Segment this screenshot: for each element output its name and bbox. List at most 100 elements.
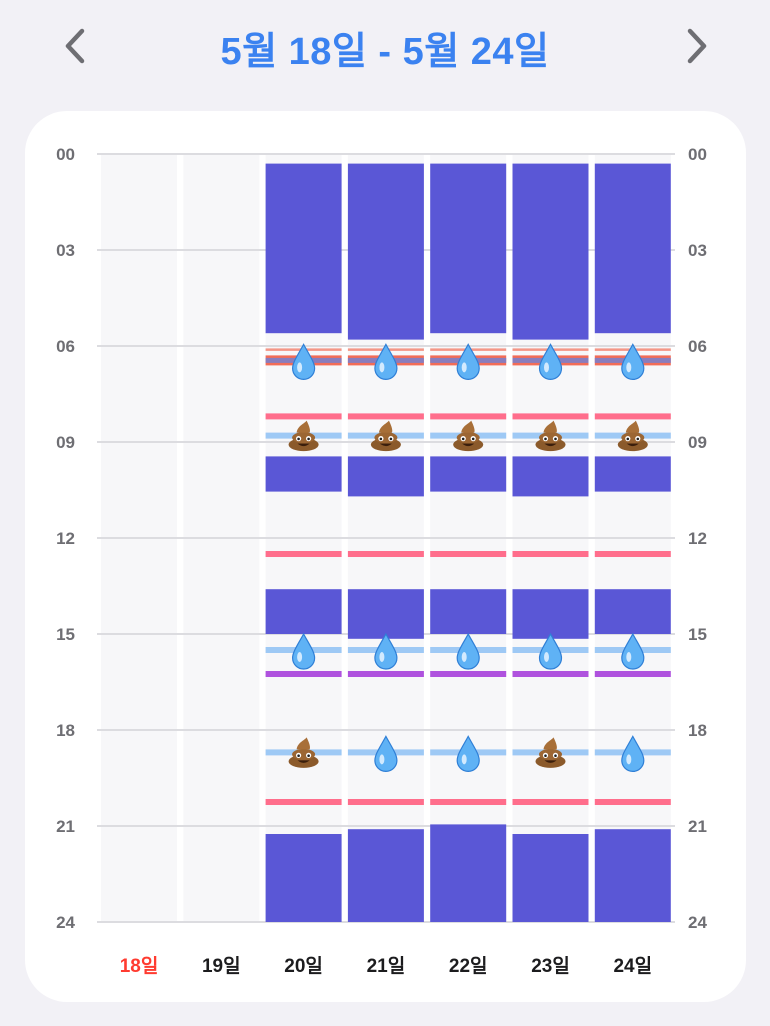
poop-icon-top	[378, 420, 393, 433]
y-tick-label-left: 12	[56, 529, 75, 548]
y-tick-label-left: 03	[56, 241, 75, 260]
purple-marker	[347, 671, 424, 677]
sleep-bar	[594, 829, 671, 922]
droplet-icon-shine	[379, 754, 385, 765]
poop-icon-mouth	[297, 443, 310, 447]
poop-icon-mouth	[462, 443, 475, 447]
bath-marker	[347, 413, 424, 420]
droplet-icon	[621, 343, 645, 380]
y-tick-label-right: 06	[688, 337, 707, 356]
purple-marker	[430, 671, 507, 677]
bath-marker	[265, 551, 342, 557]
bath-marker	[512, 799, 589, 805]
droplet-icon-shine	[379, 362, 385, 373]
poop-icon-pupil	[626, 437, 630, 441]
poop-icon-pupil	[307, 754, 310, 757]
sleep-bar	[512, 163, 589, 340]
droplet-icon	[621, 735, 645, 772]
poop-icon	[288, 737, 319, 768]
sleep-bar	[430, 824, 507, 922]
y-tick-label-right: 12	[688, 529, 707, 548]
x-tick-label: 23일	[531, 955, 570, 977]
poop-icon-mouth	[297, 760, 310, 763]
droplet-icon-shine	[544, 652, 549, 662]
bath-marker	[594, 799, 671, 805]
poop-icon-pupil	[544, 754, 547, 757]
poop-icon-mid	[292, 432, 316, 444]
droplet-icon-shine	[297, 362, 303, 373]
sleep-bar	[430, 589, 507, 634]
sleep-bar	[265, 456, 342, 492]
poop-icon-pupil	[461, 437, 465, 441]
droplet-icon	[456, 632, 480, 670]
sleep-bar	[594, 456, 671, 492]
sleep-bar	[430, 163, 507, 334]
chevron-left-icon	[65, 28, 85, 64]
droplet-icon	[456, 735, 480, 772]
poop-icon-mid	[292, 748, 316, 760]
poop-icon-pupil	[307, 437, 310, 441]
poop-icon-mid	[539, 748, 562, 760]
droplet-icon	[374, 632, 398, 670]
droplet-icon	[374, 735, 398, 772]
x-tick-label: 20일	[284, 955, 323, 977]
poop-icon	[370, 420, 401, 452]
droplet-icon	[621, 632, 645, 670]
poop-icon-top	[296, 737, 310, 750]
x-tick-label: 22일	[449, 955, 488, 977]
purple-marker	[265, 671, 342, 677]
poop-icon-pupil	[471, 437, 475, 441]
y-tick-label-left: 18	[56, 721, 75, 740]
y-tick-label-left: 15	[56, 625, 75, 644]
bath-marker	[265, 413, 342, 420]
poop-icon-mouth	[626, 443, 639, 447]
timeline-chart: 00 00 03 03 06 06 09 09 12 12 15 15 18 18 21 21 24 24 18일 1…	[56, 145, 707, 977]
x-tick-label: 18일	[120, 955, 159, 977]
y-tick-label-right: 21	[688, 817, 707, 836]
bath-marker	[594, 413, 671, 420]
poop-icon-top	[296, 420, 310, 433]
header: 5월 18일 - 5월 24일	[0, 0, 770, 96]
y-tick-label-right: 00	[688, 145, 707, 164]
poop-icon-mid	[374, 432, 398, 444]
prev-week-button[interactable]	[52, 22, 100, 70]
droplet-icon	[374, 343, 398, 380]
bath-marker	[512, 551, 589, 557]
x-tick-label: 19일	[202, 955, 241, 977]
sleep-bar	[512, 456, 589, 497]
poop-icon	[453, 420, 484, 452]
poop-icon	[535, 420, 566, 452]
y-tick-label-left: 09	[56, 433, 75, 452]
bath-marker	[265, 799, 342, 805]
droplet-icon-shine	[626, 362, 632, 373]
y-tick-label-left: 24	[56, 913, 75, 932]
bath-marker	[512, 413, 589, 420]
bath-marker	[347, 799, 424, 805]
poop-icon-mid	[539, 432, 562, 444]
x-tick-label: 21일	[367, 955, 406, 977]
poop-icon-pupil	[544, 437, 547, 441]
poop-icon-pupil	[554, 754, 557, 757]
timeline-card: 00 00 03 03 06 06 09 09 12 12 15 15 18 18 21 21 24 24 18일 1…	[25, 111, 746, 1002]
poop-icon-top	[543, 737, 557, 750]
sleep-bar	[512, 589, 589, 639]
droplet-icon-shine	[626, 652, 632, 662]
sleep-bar	[594, 589, 671, 634]
poop-icon-mouth	[544, 443, 557, 447]
sleep-bar	[265, 163, 342, 334]
sleep-bar	[512, 834, 589, 922]
poop-icon-pupil	[554, 437, 557, 441]
sleep-bar	[265, 589, 342, 634]
y-tick-label-right: 03	[688, 241, 707, 260]
droplet-icon-shine	[379, 652, 385, 662]
poop-icon-pupil	[297, 754, 300, 757]
droplet-icon-shine	[297, 652, 303, 662]
next-week-button[interactable]	[672, 22, 720, 70]
y-tick-label-left: 06	[56, 337, 75, 356]
poop-icon-pupil	[636, 437, 640, 441]
sleep-bar	[347, 829, 424, 922]
chevron-right-icon	[687, 28, 707, 64]
poop-icon-top	[625, 420, 640, 433]
y-tick-label-right: 09	[688, 433, 707, 452]
poop-icon-mid	[456, 432, 480, 444]
